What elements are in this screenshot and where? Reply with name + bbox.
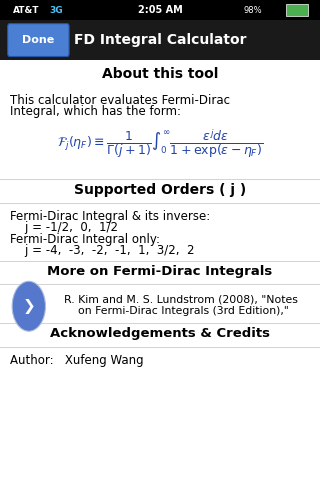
Text: 2:05 AM: 2:05 AM — [138, 5, 182, 15]
Bar — [0, 0, 320, 20]
Text: R. Kim and M. S. Lundstrom (2008), "Notes: R. Kim and M. S. Lundstrom (2008), "Note… — [64, 295, 298, 305]
Text: Author:   Xufeng Wang: Author: Xufeng Wang — [10, 354, 143, 367]
Text: Fermi-Dirac Integral & its inverse:: Fermi-Dirac Integral & its inverse: — [10, 210, 210, 223]
Text: FD Integral Calculator: FD Integral Calculator — [74, 33, 246, 47]
Text: Acknowledgements & Credits: Acknowledgements & Credits — [50, 327, 270, 340]
Text: j = -1/2,  0,  1/2: j = -1/2, 0, 1/2 — [10, 221, 118, 234]
Text: Integral, which has the form:: Integral, which has the form: — [10, 105, 180, 118]
Text: ❯: ❯ — [22, 299, 35, 314]
Text: Supported Orders ( j ): Supported Orders ( j ) — [74, 183, 246, 197]
Text: About this tool: About this tool — [102, 67, 218, 82]
Text: AT&T: AT&T — [13, 6, 39, 14]
FancyBboxPatch shape — [8, 24, 69, 57]
Text: 3G: 3G — [50, 6, 63, 14]
Bar — [286, 4, 308, 16]
Circle shape — [12, 281, 45, 331]
Text: Fermi-Dirac Integral only:: Fermi-Dirac Integral only: — [10, 233, 160, 246]
Text: j = -4,  -3,  -2,  -1,  1,  3/2,  2: j = -4, -3, -2, -1, 1, 3/2, 2 — [10, 244, 194, 257]
Text: $\mathcal{F}_j(\eta_F) \equiv \dfrac{1}{\Gamma(j+1)}\int_0^{\infty}\dfrac{\varep: $\mathcal{F}_j(\eta_F) \equiv \dfrac{1}{… — [57, 128, 263, 160]
Text: This calculator evaluates Fermi-Dirac: This calculator evaluates Fermi-Dirac — [10, 94, 230, 107]
Text: 98%: 98% — [243, 6, 262, 14]
Text: Done: Done — [22, 35, 54, 45]
Bar — [0, 20, 320, 60]
Text: on Fermi-Dirac Integrals (3rd Edition),": on Fermi-Dirac Integrals (3rd Edition)," — [64, 306, 289, 316]
Text: More on Fermi-Dirac Integrals: More on Fermi-Dirac Integrals — [47, 265, 273, 278]
